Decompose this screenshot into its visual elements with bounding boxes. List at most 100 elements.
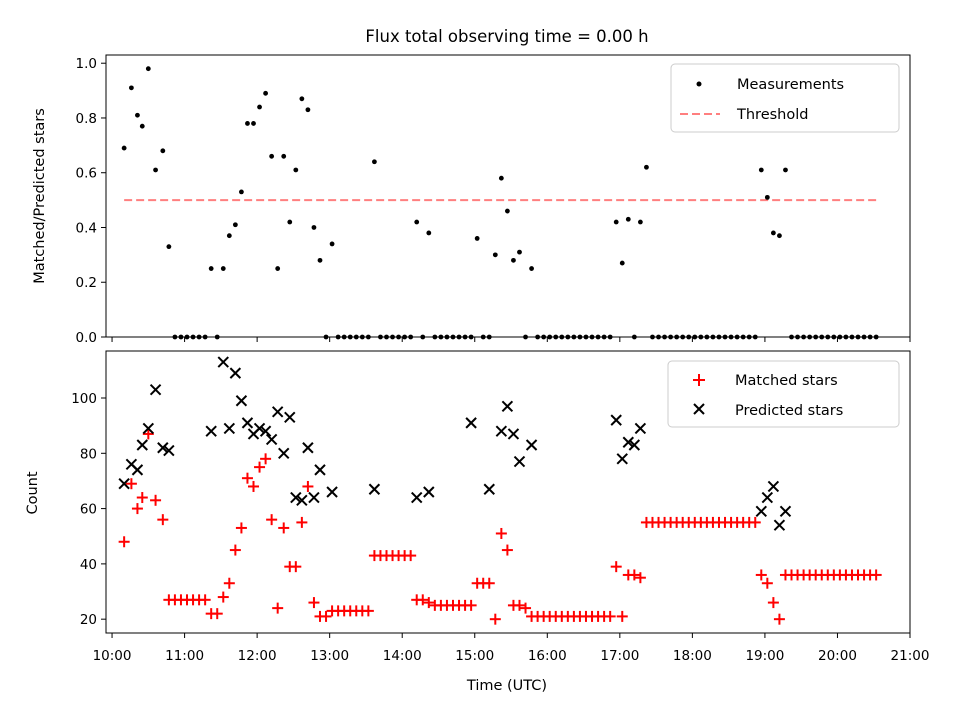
predicted-star-point: [223, 422, 236, 435]
matched-star-point: [241, 472, 253, 484]
bottom-axes-frame: [105, 350, 911, 634]
predicted-star-point: [326, 486, 338, 498]
matched-star-point: [513, 599, 525, 611]
measurement-point: [426, 230, 432, 236]
predicted-star-point: [302, 442, 314, 454]
measurement-point: [145, 66, 151, 72]
bottom-legend: Matched stars Predicted stars: [667, 360, 900, 428]
bottom-legend-box: [667, 360, 900, 428]
bottom-panel: 20 40 60 80 100 10:00 11:00 12:00 13:00 14:00 15:0…: [25, 350, 930, 694]
predicted-star-point: [501, 400, 514, 413]
top-chart-title: Flux total observing time = 0.00 h: [365, 27, 648, 46]
top-legend: Measurements Threshold: [670, 63, 900, 133]
predicted-star-point: [259, 425, 272, 437]
measurement-point: [299, 96, 305, 102]
bottom-y-axis-label: Count: [25, 471, 41, 514]
measurement-point: [226, 233, 232, 239]
measurement-point: [511, 257, 516, 263]
matched-star-point: [248, 480, 260, 492]
legend-label-predicted-stars: Predicted stars: [735, 403, 843, 419]
predicted-star-point: [507, 428, 520, 440]
measurement-point: [777, 233, 782, 239]
measurement-point: [637, 219, 643, 225]
matched-star-point: [610, 561, 622, 573]
predicted-star-point: [308, 491, 320, 504]
x-tick-label: 11:00: [165, 648, 204, 664]
x-tick-label: 21:00: [891, 648, 930, 664]
measurement-point: [625, 216, 631, 222]
top-legend-box: [670, 63, 900, 133]
matched-star-point: [417, 594, 429, 606]
predicted-star-point: [761, 491, 774, 504]
predicted-star-point: [163, 444, 175, 457]
matched-star-point: [142, 428, 154, 440]
matched-star-point: [278, 522, 290, 534]
matched-star-point: [125, 478, 137, 490]
measurement-point: [474, 236, 480, 241]
predicted-star-point: [755, 505, 767, 518]
measurement-point: [498, 175, 504, 181]
matched-star-point: [199, 594, 211, 606]
predicted-star-point: [235, 395, 248, 407]
predicted-star-point: [616, 453, 628, 465]
predicted-star-point: [241, 417, 254, 429]
measurement-point: [613, 219, 619, 225]
predicted-star-points: [118, 356, 792, 531]
predicted-star-point: [483, 483, 495, 495]
measurement-point: [783, 167, 788, 173]
matched-star-point: [302, 480, 314, 492]
predicted-star-point: [131, 464, 144, 476]
predicted-star-point: [368, 483, 381, 495]
matched-star-point: [616, 610, 628, 622]
matched-star-point: [320, 610, 332, 622]
matched-star-point: [150, 494, 162, 506]
predicted-star-point: [495, 425, 508, 437]
predicted-star-point: [634, 422, 647, 435]
top-y-tick-label: 0.2: [76, 275, 97, 291]
predicted-star-point: [314, 464, 326, 476]
bottom-y-tick-label: 100: [71, 391, 97, 407]
top-y-axis-label: Matched/Predicted stars: [32, 108, 48, 284]
matched-star-point: [520, 602, 532, 614]
matched-star-point: [290, 561, 302, 573]
measurement-point: [128, 85, 134, 91]
legend-label-measurements: Measurements: [737, 77, 844, 93]
matched-star-point: [254, 461, 266, 473]
measurement-point: [311, 225, 317, 230]
x-tick-label: 14:00: [383, 648, 422, 664]
measurement-point: [139, 123, 145, 129]
predicted-star-point: [779, 505, 792, 518]
predicted-star-point: [271, 406, 284, 418]
x-tick-label: 16:00: [528, 648, 567, 664]
matched-star-point: [118, 536, 130, 548]
measurement-point: [275, 266, 281, 271]
predicted-star-point: [142, 422, 155, 435]
x-tick-label: 17:00: [600, 648, 639, 664]
measurement-point: [492, 252, 498, 258]
top-y-tick-label: 0.4: [76, 220, 97, 236]
bottom-y-tick-label: 80: [80, 446, 97, 462]
measurement-point: [166, 244, 172, 250]
measurement-point: [504, 208, 510, 214]
measurement-point: [263, 90, 268, 96]
x-tick-label: 19:00: [745, 648, 784, 664]
x-axis-label: Time (UTC): [466, 678, 547, 694]
measurement-point: [287, 219, 293, 225]
measurement-point: [529, 266, 534, 271]
measurement-point: [269, 153, 275, 159]
matched-star-point: [483, 577, 495, 589]
matched-star-point: [223, 577, 235, 589]
measurement-point: [293, 167, 299, 173]
predicted-star-point: [149, 383, 162, 396]
predicted-star-point: [423, 486, 435, 498]
matched-star-point: [761, 577, 773, 589]
predicted-star-point: [773, 519, 786, 531]
predicted-star-point: [229, 367, 242, 379]
measurement-point: [764, 194, 770, 200]
measurement-point: [329, 241, 335, 247]
matched-star-point: [628, 569, 640, 581]
matched-star-point: [634, 572, 646, 584]
predicted-star-point: [411, 491, 423, 504]
predicted-star-point: [525, 439, 538, 451]
